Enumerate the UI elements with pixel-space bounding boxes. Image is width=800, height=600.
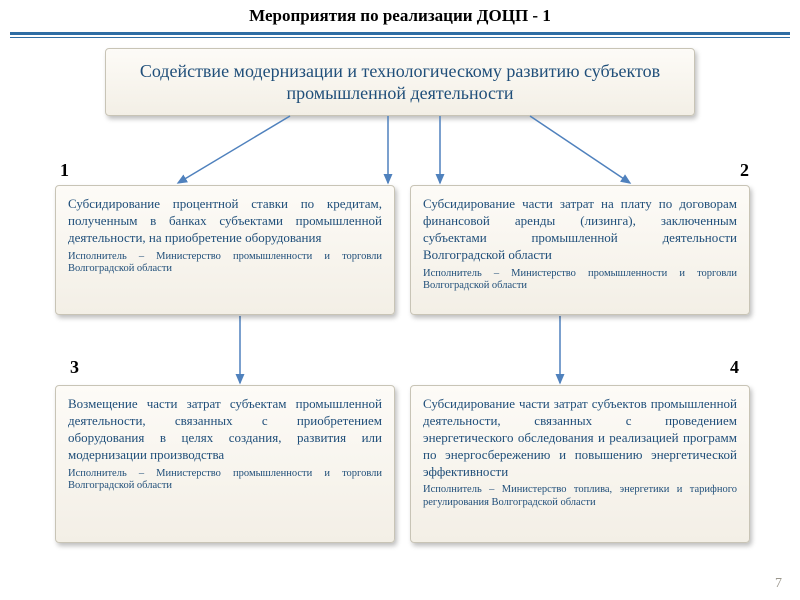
arrow-to-card1 [178, 116, 290, 183]
card-4-exec: Исполнитель – Министерство топлива, энер… [423, 484, 737, 509]
arrow-to-card2 [530, 116, 630, 183]
card-number-1: 1 [60, 160, 69, 181]
card-3: Возмещение части затрат субъектам промыш… [55, 385, 395, 543]
card-number-3: 3 [70, 357, 79, 378]
card-number-4: 4 [730, 357, 739, 378]
card-1: Субсидирование процентной ставки по кред… [55, 185, 395, 315]
title-rule-thin [10, 37, 790, 38]
card-2-body: Субсидирование части затрат на плату по … [423, 196, 737, 264]
card-2: Субсидирование части затрат на плату по … [410, 185, 750, 315]
card-2-exec: Исполнитель – Министерство промышленност… [423, 268, 737, 293]
page-number: 7 [775, 576, 782, 592]
card-1-body: Субсидирование процентной ставки по кред… [68, 196, 382, 247]
title-rule-thick [10, 32, 790, 35]
card-3-body: Возмещение части затрат субъектам промыш… [68, 396, 382, 464]
card-number-2: 2 [740, 160, 749, 181]
card-4-body: Субсидирование части затрат субъектов пр… [423, 396, 737, 480]
card-4: Субсидирование части затрат субъектов пр… [410, 385, 750, 543]
card-3-exec: Исполнитель – Министерство промышленност… [68, 468, 382, 493]
page-title: Мероприятия по реализации ДОЦП - 1 [0, 0, 800, 26]
card-1-exec: Исполнитель – Министерство промышленност… [68, 251, 382, 276]
main-concept-box: Содействие модернизации и технологическо… [105, 48, 695, 116]
